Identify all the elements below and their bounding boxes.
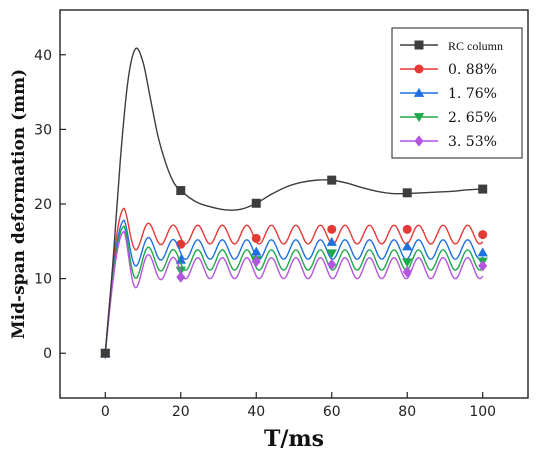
y-tick-label: 0 [43,346,52,362]
legend-label-1-76: 1. 76% [448,86,497,102]
data-point-1-76 [326,236,337,246]
series-line-1-76 [104,219,484,354]
data-point-3-53 [402,266,412,278]
series-2-65 [100,225,488,359]
legend-label-rc-column: RC column [448,39,503,53]
legend-marker-0-88 [414,64,424,74]
data-point-0-88 [402,224,412,234]
series-line-2-65 [104,225,484,354]
data-point-0-88 [251,233,261,243]
data-point-1-76 [175,254,186,264]
y-tick-label: 40 [34,48,52,64]
series-rc-column [100,47,488,358]
data-point-0-88 [327,224,337,234]
series-3-53 [100,230,488,359]
data-point-rc-column [327,175,337,185]
data-point-0-88 [478,230,488,240]
data-point-3-53 [327,258,337,271]
data-point-3-53 [478,260,488,272]
data-point-3-53 [251,255,261,268]
legend-marker-2-65 [413,113,425,123]
legend-label-3-53: 3. 53% [448,134,497,150]
legend-marker-rc-column [414,40,424,50]
x-tick-label: 0 [101,404,110,420]
series-1-76 [100,219,488,358]
series-line-3-53 [104,230,484,354]
x-tick-label: 100 [469,404,496,420]
data-point-2-65 [326,249,337,259]
y-tick-label: 30 [34,122,52,138]
data-point-1-76 [402,241,413,251]
x-tick-label: 80 [398,404,416,420]
x-tick-label: 20 [172,404,190,420]
legend-label-0-88: 0. 88% [448,62,497,78]
x-tick-label: 60 [323,404,341,420]
legend: RC column 0. 88% 1. 76% 2. 65% 3. 53% [391,27,523,159]
y-tick-label: 10 [34,272,52,288]
legend-marker-3-53 [414,135,424,147]
series-0-88 [100,207,488,358]
axes-layer: 0 20 40 60 80 100 0 10 20 30 40 [34,9,529,420]
data-point-rc-column [100,348,110,358]
data-point-1-76 [251,246,262,256]
y-axis-title: Mid-span deformation (mm) [9,69,29,339]
data-point-2-65 [402,258,413,268]
data-point-3-53 [176,271,186,283]
legend-label-2-65: 2. 65% [448,110,497,126]
y-tick-label: 20 [34,197,52,213]
x-axis-title: T/ms [264,426,324,452]
legend-marker-1-76 [413,87,425,97]
x-tick-label: 40 [247,404,265,420]
data-point-rc-column [176,186,186,196]
series-layer [100,47,488,359]
legend-box [391,27,523,159]
data-point-rc-column [402,188,412,198]
series-line-0-88 [104,207,484,354]
data-point-rc-column [478,184,488,194]
data-point-1-76 [477,247,488,257]
data-point-rc-column [251,198,261,208]
